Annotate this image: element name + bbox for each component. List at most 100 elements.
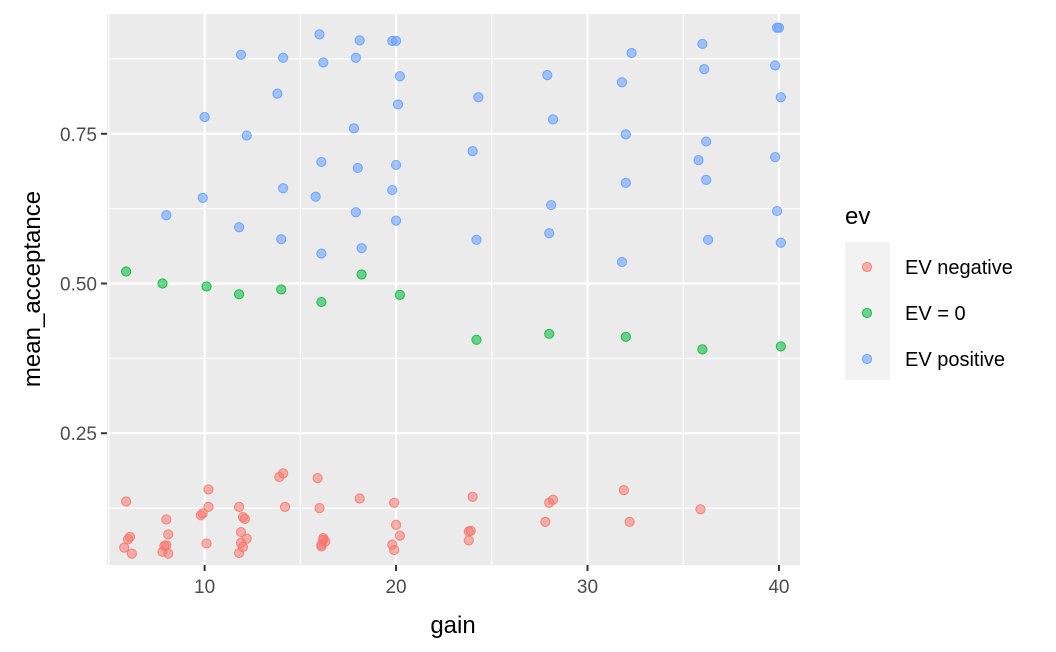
point-ev-0 (471, 334, 482, 345)
point-ev-negative (467, 491, 478, 502)
point-ev-positive (471, 234, 482, 245)
point-ev-positive (392, 99, 404, 110)
point-ev-negative (237, 541, 249, 553)
point-ev-negative (547, 494, 559, 505)
point-ev-negative (354, 493, 365, 504)
point-ev-positive (278, 52, 289, 63)
point-ev-negative (203, 501, 214, 513)
point-ev-0 (394, 289, 405, 300)
major-gridlines (107, 14, 800, 565)
point-ev-positive (467, 146, 478, 157)
point-ev-negative (119, 542, 130, 553)
point-ev-negative (239, 513, 250, 524)
point-ev-positive (620, 129, 631, 140)
y-axis-title: mean_acceptance (19, 191, 46, 387)
point-ev-negative (618, 485, 629, 496)
point-ev-negative (126, 548, 137, 559)
point-ev-positive (394, 71, 405, 82)
point-ev-negative (121, 496, 132, 507)
point-ev-positive (697, 38, 708, 50)
point-ev-positive (701, 136, 712, 147)
point-ev-positive (278, 183, 289, 194)
point-ev-negative (540, 516, 551, 527)
point-ev-positive (314, 29, 325, 40)
point-ev-negative (161, 514, 172, 525)
legend: ev EV negative EV = 0 EV positive (845, 203, 1013, 380)
point-ev-positive (387, 184, 398, 196)
point-ev-negative (278, 468, 289, 479)
x-tick-label: 20 (385, 577, 406, 598)
y-tick-label: 0.50 (60, 275, 97, 296)
point-ev-positive (354, 35, 365, 46)
point-ev-negative (394, 530, 405, 541)
y-tick-label: 0.25 (60, 424, 97, 445)
data-points (119, 22, 786, 559)
point-ev-positive (546, 199, 557, 211)
legend-key-ev-0 (861, 307, 873, 319)
point-ev-positive (197, 192, 208, 203)
point-ev-positive (276, 234, 287, 245)
point-ev-positive (199, 111, 210, 123)
point-ev-positive (701, 174, 712, 185)
legend-label-ev-positive: EV positive (905, 349, 1005, 371)
point-ev-positive (544, 228, 555, 239)
point-ev-negative (197, 508, 208, 519)
point-ev-negative (241, 533, 252, 544)
point-ev-negative (203, 484, 214, 495)
point-ev-positive (310, 191, 321, 202)
point-ev-0 (157, 278, 168, 289)
point-ev-0 (775, 341, 786, 352)
point-ev-negative (695, 504, 706, 515)
point-ev-positive (771, 205, 783, 217)
point-ev-0 (276, 284, 287, 295)
point-ev-positive (350, 207, 361, 218)
panel-background (107, 14, 800, 565)
point-ev-negative (235, 526, 247, 538)
point-ev-negative (390, 519, 402, 530)
point-ev-positive (693, 155, 704, 166)
point-ev-negative (201, 538, 212, 549)
y-tick-label: 0.75 (60, 125, 97, 146)
point-ev-positive (390, 159, 402, 171)
point-ev-negative (124, 531, 136, 542)
point-ev-positive (770, 152, 781, 163)
point-ev-positive (352, 162, 363, 174)
point-ev-negative (314, 503, 325, 514)
point-ev-positive (316, 156, 327, 168)
point-ev-positive (348, 123, 360, 134)
point-ev-negative (389, 497, 400, 508)
point-ev-positive (233, 222, 245, 233)
point-ev-negative (389, 544, 400, 556)
point-ev-0 (356, 269, 367, 280)
point-ev-negative (163, 548, 174, 559)
point-ev-negative (279, 501, 291, 513)
legend-items: EV negative EV = 0 EV positive (861, 257, 1013, 371)
point-ev-negative (312, 473, 323, 484)
point-ev-positive (272, 88, 283, 99)
point-ev-0 (201, 281, 212, 292)
point-ev-0 (697, 344, 708, 355)
point-ev-positive (775, 92, 786, 103)
y-axis: 0.25 0.50 0.75 (60, 125, 107, 445)
point-ev-positive (616, 256, 628, 268)
plot-panel (107, 14, 800, 565)
point-ev-positive (699, 64, 710, 75)
x-axis: 10 20 30 40 (194, 565, 790, 598)
point-ev-positive (390, 35, 402, 47)
x-tick-label: 40 (768, 577, 789, 598)
point-ev-negative (318, 532, 329, 544)
point-ev-negative (161, 540, 172, 551)
point-ev-positive (235, 49, 247, 60)
legend-label-ev-0: EV = 0 (905, 303, 966, 325)
x-tick-label: 10 (194, 577, 215, 598)
x-axis-title: gain (430, 612, 475, 639)
point-ev-negative (465, 525, 476, 536)
point-ev-positive (241, 130, 252, 141)
point-ev-positive (703, 234, 714, 245)
point-ev-negative (233, 501, 245, 513)
point-ev-positive (390, 215, 402, 226)
point-ev-0 (620, 331, 631, 342)
point-ev-positive (770, 60, 781, 71)
point-ev-0 (121, 266, 132, 277)
point-ev-positive (775, 237, 786, 248)
